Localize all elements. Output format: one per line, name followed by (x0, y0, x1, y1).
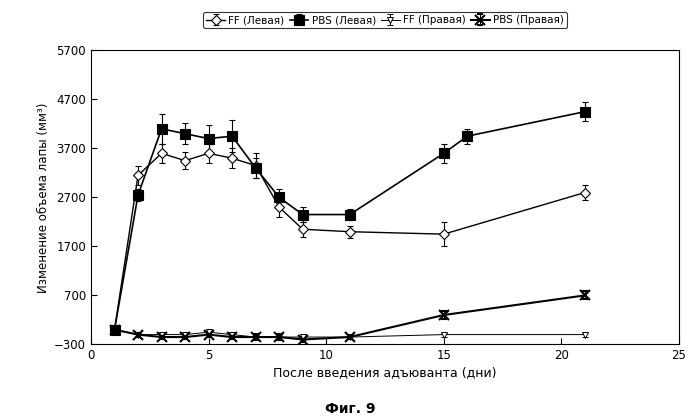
Legend: FF (Левая), PBS (Левая), FF (Правая), PBS (Правая): FF (Левая), PBS (Левая), FF (Правая), PB… (203, 12, 567, 29)
Text: Фиг. 9: Фиг. 9 (325, 402, 375, 416)
X-axis label: После введения адъюванта (дни): После введения адъюванта (дни) (273, 366, 497, 379)
Y-axis label: Изменение объема лапы (мм³): Изменение объема лапы (мм³) (37, 102, 50, 293)
